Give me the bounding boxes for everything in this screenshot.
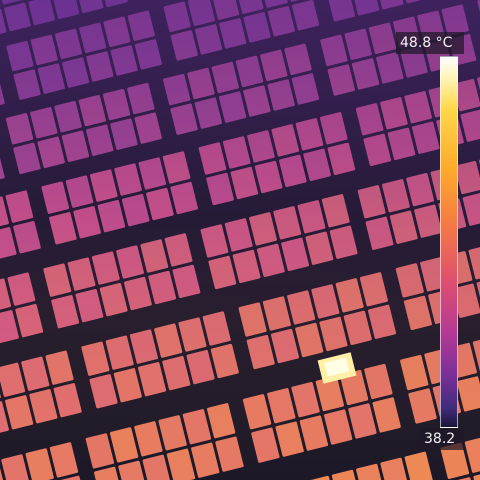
scale-max-label: 48.8 °C (396, 32, 464, 54)
colorbar (440, 56, 458, 428)
temperature-scale: 48.8 °C 38.2 (396, 32, 464, 450)
hotspot-marker-icon (317, 352, 357, 384)
scale-min-label: 38.2 (420, 428, 464, 450)
